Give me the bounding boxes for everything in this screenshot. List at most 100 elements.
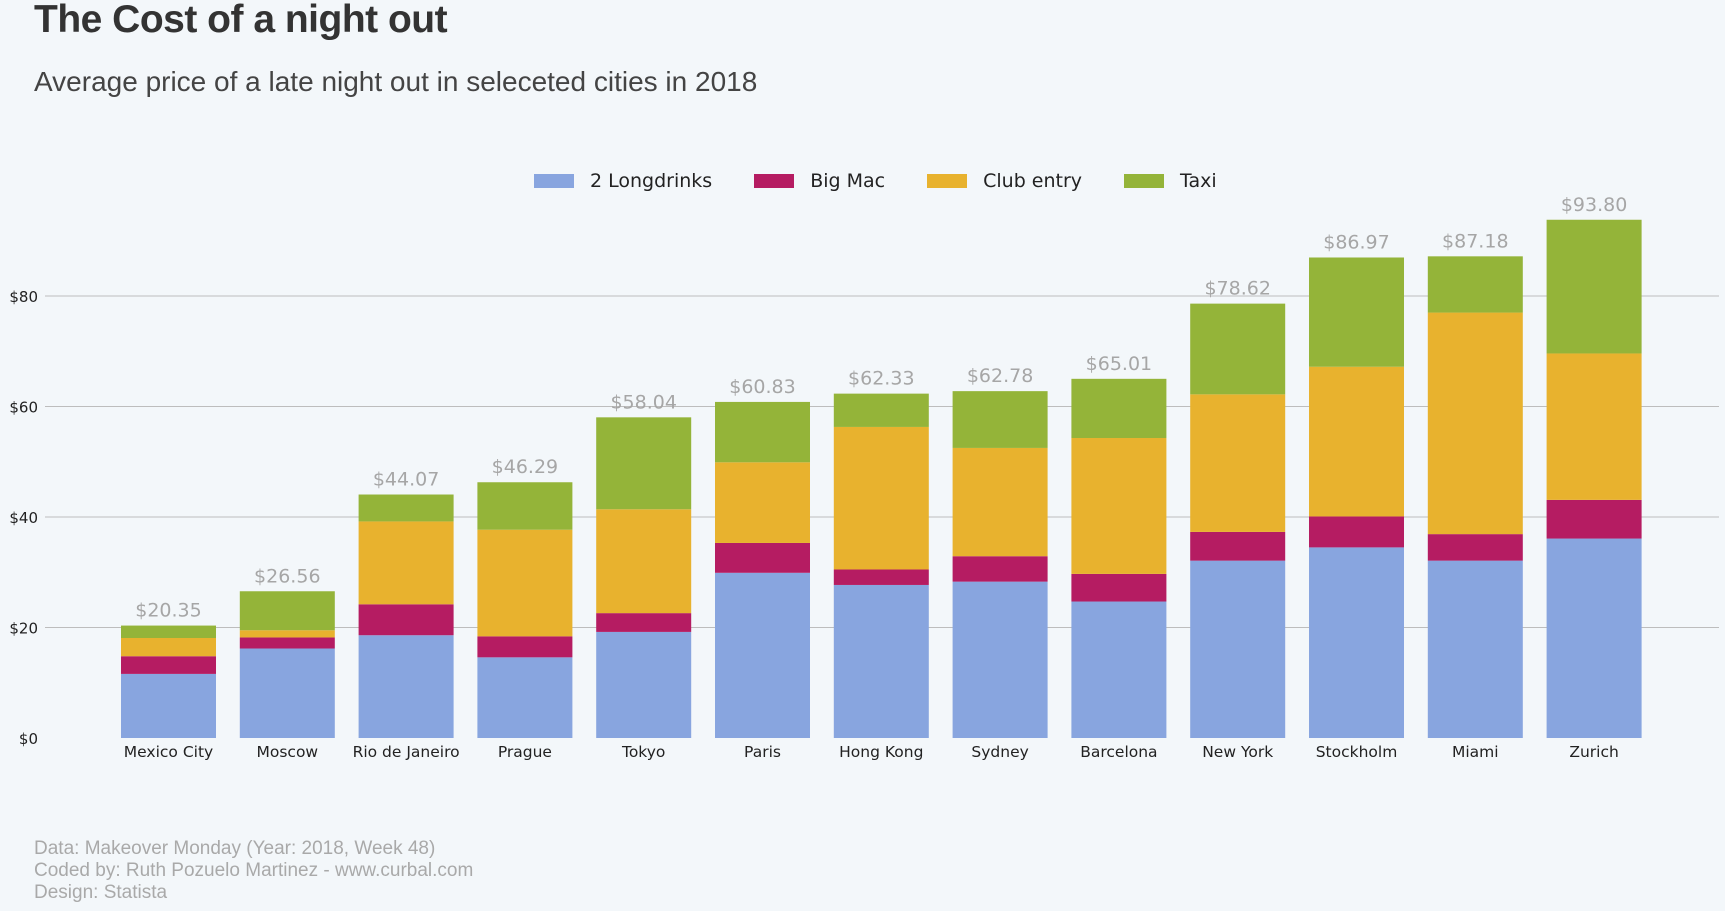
bar-segment-taxi xyxy=(1071,378,1167,438)
total-label: $65.01 xyxy=(1086,353,1152,375)
bar-segment-club-entry xyxy=(1071,437,1167,574)
bar-segment-big-mac xyxy=(1546,499,1642,539)
total-label: $26.56 xyxy=(254,565,320,587)
total-label: $62.33 xyxy=(848,368,914,390)
x-tick-label: Miami xyxy=(1452,743,1499,761)
bar-segment-taxi xyxy=(121,625,216,638)
legend-label: Taxi xyxy=(1180,170,1217,192)
total-label: $87.18 xyxy=(1442,230,1508,252)
bar-segment-club-entry xyxy=(1546,353,1642,500)
bar-segment-2-longdrinks xyxy=(1309,547,1404,738)
total-label: $62.78 xyxy=(967,365,1033,387)
bar-segment-club-entry xyxy=(1190,394,1286,532)
bar-segment-2-longdrinks xyxy=(833,584,929,738)
total-label: $60.83 xyxy=(729,376,795,398)
bar-segment-taxi xyxy=(239,591,335,631)
bar-segment-2-longdrinks xyxy=(121,673,216,738)
total-label: $78.62 xyxy=(1204,278,1270,300)
x-tick-label: Tokyo xyxy=(621,743,665,761)
bar-segment-big-mac xyxy=(833,569,929,585)
bar-segment-2-longdrinks xyxy=(952,581,1048,738)
legend-item: Taxi xyxy=(1124,170,1217,192)
legend-swatch xyxy=(1124,174,1165,188)
footer-data-source: Data: Makeover Monday (Year: 2018, Week … xyxy=(34,838,436,859)
y-tick-label: $80 xyxy=(9,288,38,306)
x-tick-label: Stockholm xyxy=(1316,743,1398,761)
x-tick-label: Mexico City xyxy=(124,743,213,761)
y-tick-label: $60 xyxy=(9,399,38,417)
legend-label: 2 Longdrinks xyxy=(590,170,713,192)
x-tick-label: New York xyxy=(1202,743,1273,761)
x-tick-label: Hong Kong xyxy=(839,743,923,761)
x-tick-label: Sydney xyxy=(971,743,1028,761)
bar-segment-2-longdrinks xyxy=(239,648,335,738)
legend-item: Club entry xyxy=(927,170,1082,192)
legend-swatch xyxy=(534,174,574,188)
bar-segment-big-mac xyxy=(1309,516,1404,548)
total-label: $46.29 xyxy=(492,456,558,478)
bar-segment-club-entry xyxy=(358,521,454,605)
legend-swatch xyxy=(754,174,795,188)
bar-segment-club-entry xyxy=(833,426,929,570)
bar-segment-big-mac xyxy=(596,613,692,632)
bar-segment-big-mac xyxy=(1071,573,1167,602)
footer-coded-by: Coded by: Ruth Pozuelo Martinez - www.cu… xyxy=(34,860,474,881)
bar-segment-taxi xyxy=(833,393,929,427)
bar-segment-taxi xyxy=(1309,257,1404,367)
bar-segment-club-entry xyxy=(121,637,216,657)
chart-title: The Cost of a night out xyxy=(34,0,448,41)
bar-segment-2-longdrinks xyxy=(1071,601,1167,738)
bar-segment-taxi xyxy=(596,417,692,510)
y-tick-label: $0 xyxy=(19,730,38,748)
bar-segment-2-longdrinks xyxy=(1190,560,1286,738)
bar-segment-club-entry xyxy=(1309,366,1404,517)
bar-segment-club-entry xyxy=(715,462,810,543)
total-label: $44.07 xyxy=(373,469,439,491)
bar-segment-club-entry xyxy=(1427,312,1523,535)
bar-segment-club-entry xyxy=(477,529,573,637)
legend-item: 2 Longdrinks xyxy=(534,170,712,192)
x-tick-label: Prague xyxy=(498,743,552,761)
y-tick-label: $40 xyxy=(9,509,38,527)
bar-segment-taxi xyxy=(1427,256,1523,313)
bar-segment-big-mac xyxy=(1427,534,1523,561)
bar-segment-2-longdrinks xyxy=(358,635,454,738)
x-tick-label: Rio de Janeiro xyxy=(353,743,460,761)
x-tick-label: Paris xyxy=(744,743,781,761)
bar-segment-big-mac xyxy=(358,604,454,636)
chart-subtitle: Average price of a late night out in sel… xyxy=(34,66,758,97)
legend: 2 Longdrinks Big Mac Club entry Taxi xyxy=(534,170,1259,192)
total-label: $93.80 xyxy=(1561,194,1627,216)
bar-segment-big-mac xyxy=(239,637,335,649)
x-tick-label: Zurich xyxy=(1569,743,1618,761)
bar-segment-club-entry xyxy=(239,630,335,638)
bar-segment-2-longdrinks xyxy=(477,657,573,738)
total-label: $86.97 xyxy=(1323,231,1389,253)
bar-segment-big-mac xyxy=(121,656,216,674)
bar-segment-big-mac xyxy=(1190,531,1286,561)
bar-segment-2-longdrinks xyxy=(1546,538,1642,738)
legend-label: Club entry xyxy=(983,170,1083,192)
legend-swatch xyxy=(927,174,968,188)
bar-segment-taxi xyxy=(358,494,454,522)
total-label: $20.35 xyxy=(135,600,201,622)
bar-segment-club-entry xyxy=(952,447,1048,557)
y-tick-label: $20 xyxy=(9,620,38,638)
total-label: $58.04 xyxy=(610,391,676,413)
bar-segment-big-mac xyxy=(477,636,573,658)
x-tick-label: Moscow xyxy=(256,743,318,761)
footer-design: Design: Statista xyxy=(34,882,168,903)
bar-segment-taxi xyxy=(477,482,573,530)
bar-segment-big-mac xyxy=(715,542,810,573)
bar-segment-2-longdrinks xyxy=(1427,560,1523,738)
bar-segment-taxi xyxy=(952,391,1048,448)
bar-segment-taxi xyxy=(1546,219,1642,354)
bar-segment-big-mac xyxy=(952,556,1048,582)
bar-segment-taxi xyxy=(1190,303,1286,395)
bar-segment-taxi xyxy=(715,401,810,463)
legend-label: Big Mac xyxy=(810,170,886,192)
footer-credits: Data: Makeover Monday (Year: 2018, Week … xyxy=(34,838,473,904)
legend-item: Big Mac xyxy=(754,170,885,192)
bar-segment-club-entry xyxy=(596,509,692,614)
